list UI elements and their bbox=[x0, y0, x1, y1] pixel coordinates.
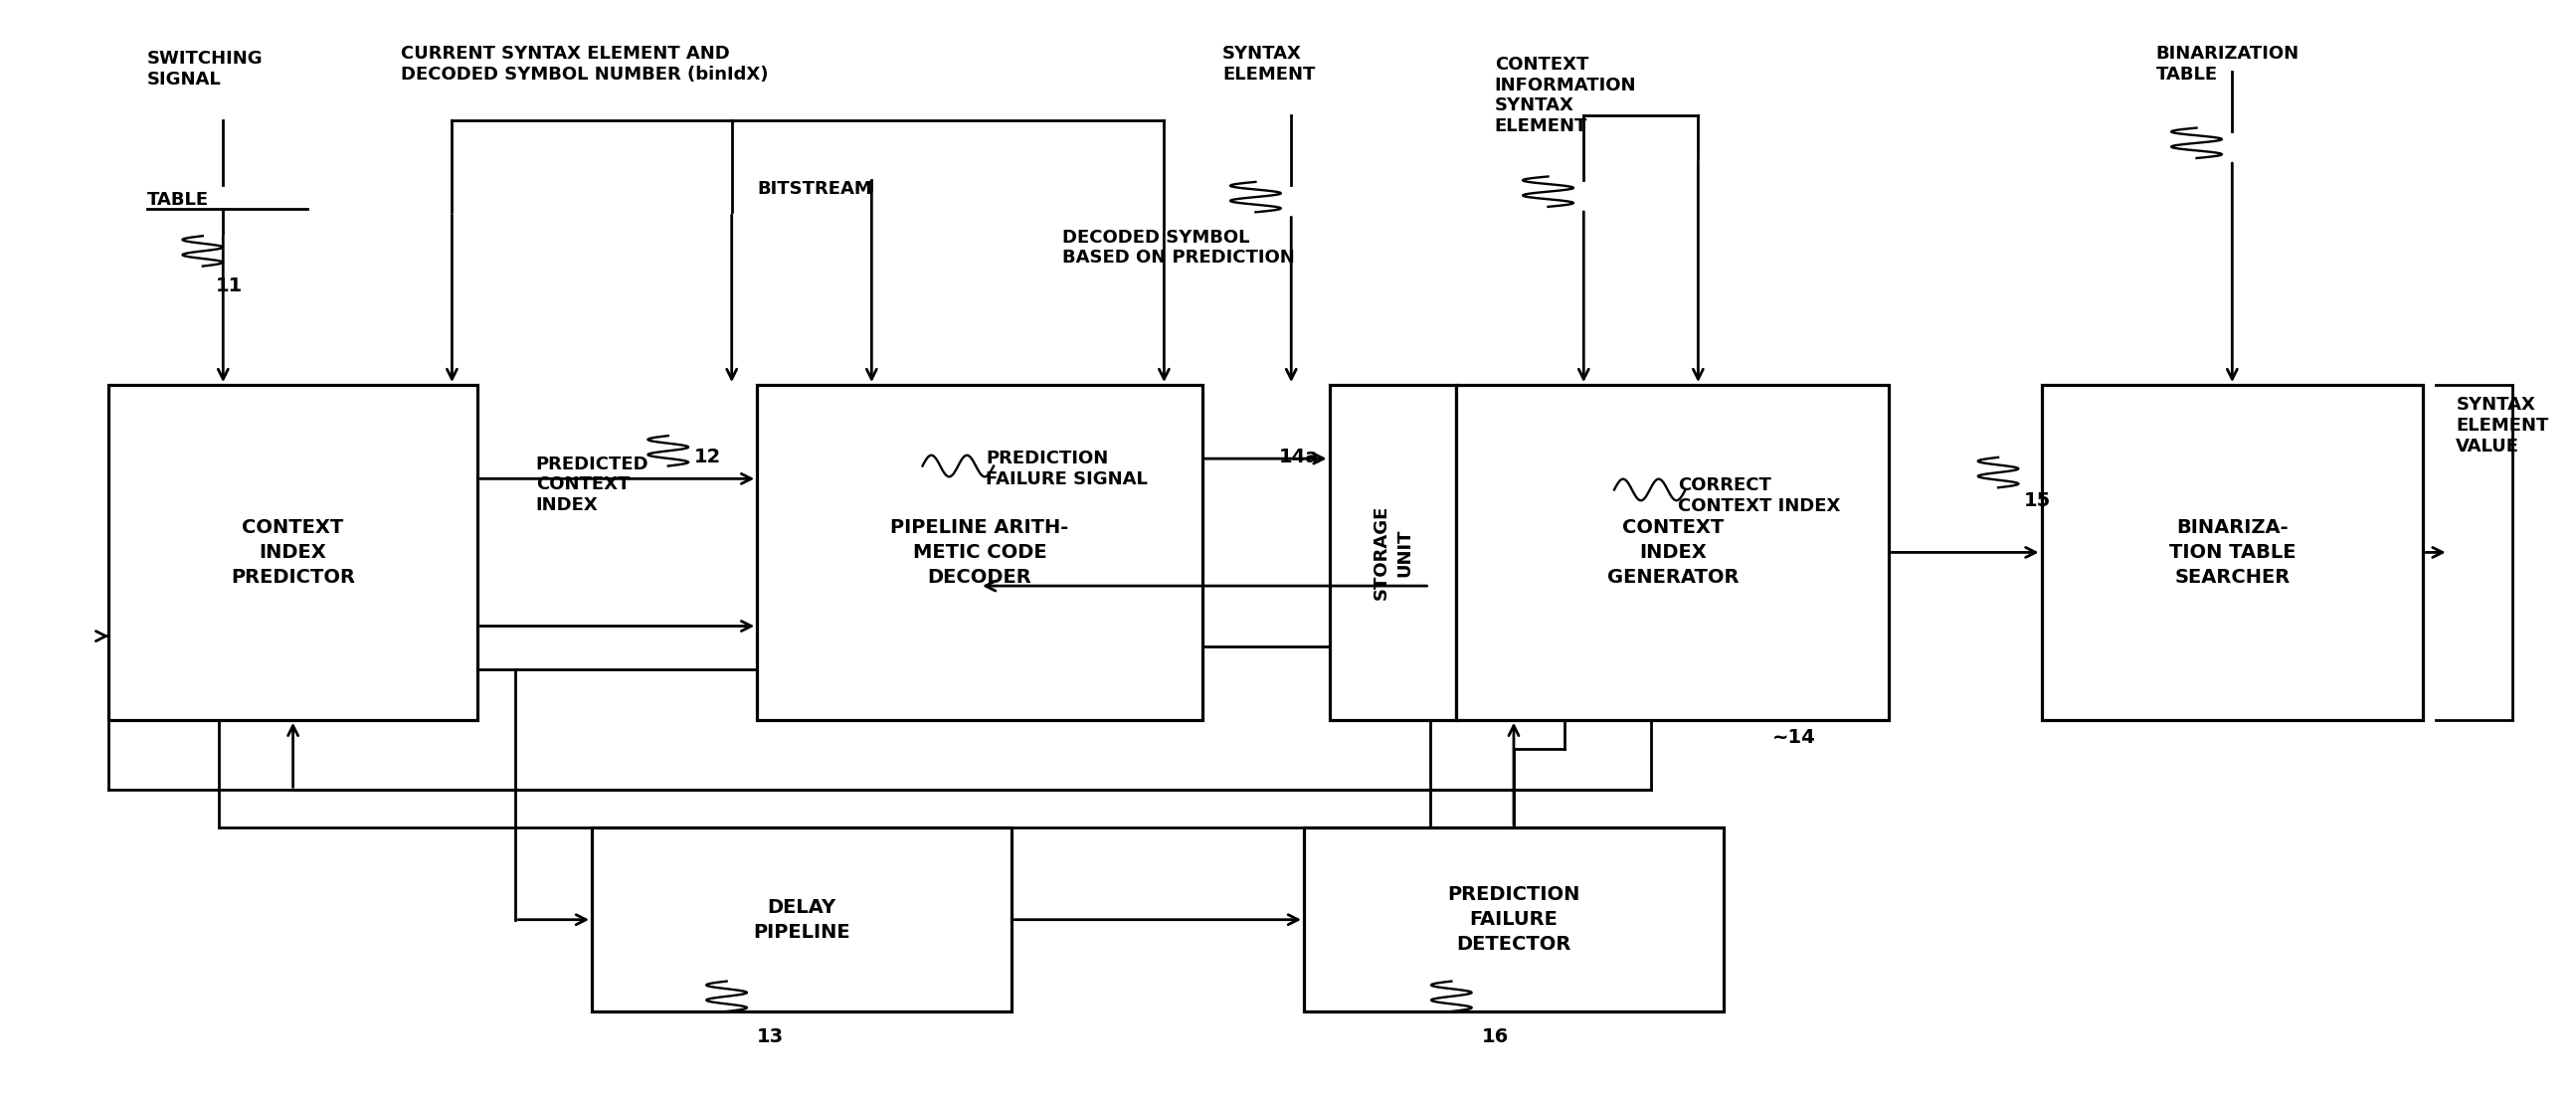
Text: SYNTAX
ELEMENT
VALUE: SYNTAX ELEMENT VALUE bbox=[2455, 396, 2548, 455]
Text: PIPELINE ARITH-
METIC CODE
DECODER: PIPELINE ARITH- METIC CODE DECODER bbox=[891, 519, 1069, 586]
Text: CORRECT
CONTEXT INDEX: CORRECT CONTEXT INDEX bbox=[1677, 477, 1839, 515]
Text: DELAY
PIPELINE: DELAY PIPELINE bbox=[752, 898, 850, 942]
Text: PREDICTED
CONTEXT
INDEX: PREDICTED CONTEXT INDEX bbox=[536, 455, 649, 514]
Text: BINARIZA-
TION TABLE
SEARCHER: BINARIZA- TION TABLE SEARCHER bbox=[2169, 519, 2295, 586]
Text: PREDICTION
FAILURE
DETECTOR: PREDICTION FAILURE DETECTOR bbox=[1448, 885, 1579, 954]
Text: DECODED SYMBOL
BASED ON PREDICTION: DECODED SYMBOL BASED ON PREDICTION bbox=[1061, 229, 1296, 267]
Text: STORAGE
UNIT: STORAGE UNIT bbox=[1373, 505, 1414, 600]
Text: BINARIZATION
TABLE: BINARIZATION TABLE bbox=[2156, 45, 2300, 83]
Bar bbox=[592, 828, 1012, 1012]
Text: SYNTAX
ELEMENT: SYNTAX ELEMENT bbox=[1224, 45, 1316, 83]
Text: SWITCHING
SIGNAL: SWITCHING SIGNAL bbox=[147, 50, 263, 89]
Text: 14a: 14a bbox=[1278, 447, 1319, 466]
Bar bbox=[2040, 385, 2424, 720]
Text: TABLE: TABLE bbox=[147, 190, 209, 209]
Text: 12: 12 bbox=[693, 447, 721, 466]
Text: CURRENT SYNTAX ELEMENT AND
DECODED SYMBOL NUMBER (binIdX): CURRENT SYNTAX ELEMENT AND DECODED SYMBO… bbox=[402, 45, 768, 83]
Text: ~14: ~14 bbox=[1772, 729, 1816, 747]
Bar bbox=[1303, 828, 1723, 1012]
Text: CONTEXT
INFORMATION
SYNTAX
ELEMENT: CONTEXT INFORMATION SYNTAX ELEMENT bbox=[1494, 56, 1636, 136]
Bar bbox=[1455, 385, 1888, 720]
Text: BITSTREAM: BITSTREAM bbox=[757, 179, 873, 198]
Bar bbox=[757, 385, 1203, 720]
Text: PREDICTION
FAILURE SIGNAL: PREDICTION FAILURE SIGNAL bbox=[987, 450, 1149, 488]
Text: 11: 11 bbox=[216, 277, 242, 295]
Text: 15: 15 bbox=[2025, 491, 2050, 510]
Text: 13: 13 bbox=[757, 1027, 783, 1047]
Bar bbox=[108, 385, 477, 720]
Text: CONTEXT
INDEX
GENERATOR: CONTEXT INDEX GENERATOR bbox=[1607, 519, 1739, 586]
Text: 16: 16 bbox=[1481, 1027, 1510, 1047]
Bar bbox=[1329, 385, 1455, 720]
Text: CONTEXT
INDEX
PREDICTOR: CONTEXT INDEX PREDICTOR bbox=[232, 519, 355, 586]
